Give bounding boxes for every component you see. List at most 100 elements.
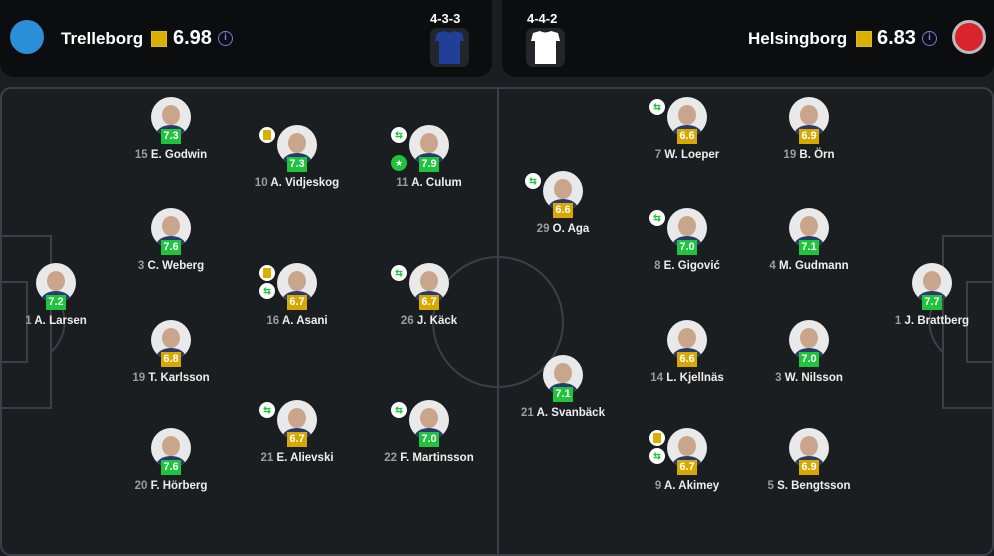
player-rating: 7.0 — [799, 352, 819, 367]
player-number: 10 — [254, 177, 268, 189]
substitution-icon: ⇆ — [391, 127, 407, 143]
player-number: 9 — [654, 480, 662, 492]
player-name-text: B. Örn — [799, 149, 835, 161]
player-name[interactable]: 1 J. Brattberg — [862, 315, 994, 327]
player-name[interactable]: 3 C. Weberg — [101, 260, 241, 272]
player-name-text: L. Kjellnäs — [666, 372, 724, 384]
player-number: 4 — [769, 260, 776, 272]
helsingborg-logo — [952, 20, 986, 54]
player-rating: 6.7 — [287, 432, 307, 447]
player-rating: 7.1 — [799, 240, 819, 255]
player-number: 1 — [25, 315, 32, 327]
home-team-name[interactable]: Trelleborg — [61, 29, 144, 48]
substitution-icon: ⇆ — [649, 448, 665, 464]
player-name-text: F. Martinsson — [400, 452, 474, 464]
player-name-text: A. Svanbäck — [536, 407, 605, 419]
substitution-icon: ⇆ — [649, 210, 665, 226]
player-rating: 7.9 — [419, 157, 439, 172]
substitution-icon: ⇆ — [391, 402, 407, 418]
player-number: 3 — [775, 372, 782, 384]
player-name-text: A. Larsen — [34, 315, 87, 327]
substitution-icon: ⇆ — [259, 402, 275, 418]
info-icon[interactable]: i — [218, 31, 233, 46]
player-number: 21 — [521, 407, 534, 419]
yellow-card-icon — [259, 265, 275, 281]
player-name-text: J. Käck — [416, 315, 458, 327]
player-rating: 7.3 — [161, 129, 181, 144]
player-name[interactable]: 4 M. Gudmann — [739, 260, 879, 272]
player-rating: 6.7 — [677, 460, 697, 475]
player-name[interactable]: 19 B. Örn — [739, 149, 879, 161]
player-name-text: S. Bengtsson — [777, 480, 851, 492]
player-name[interactable]: 14 L. Kjellnäs — [617, 372, 757, 384]
player-name-text: A. Asani — [281, 315, 328, 327]
player-name-text: W. Nilsson — [784, 372, 843, 384]
player-rating: 6.7 — [419, 295, 439, 310]
away-formation: 4-4-2 — [527, 11, 558, 26]
player-name[interactable]: 10 A. Vidjeskog — [227, 177, 367, 189]
player-name-text: E. Gigović — [663, 260, 720, 272]
player-name[interactable]: 3 W. Nilsson — [739, 372, 879, 384]
rating-square-icon — [856, 31, 872, 47]
player-name[interactable]: 7 W. Loeper — [617, 149, 757, 161]
away-team-rating: 6.83 — [877, 27, 916, 49]
player-number: 7 — [654, 149, 662, 161]
substitution-icon: ⇆ — [525, 173, 541, 189]
player-name[interactable]: 8 E. Gigović — [617, 260, 757, 272]
home-team-header: Trelleborg 6.98 i 4-3-3 — [0, 0, 492, 77]
player-number: 19 — [783, 149, 797, 161]
substitution-icon: ⇆ — [391, 265, 407, 281]
player-name[interactable]: 26 J. Käck — [359, 315, 499, 327]
player-number: 15 — [134, 149, 148, 161]
substitution-icon: ⇆ — [649, 99, 665, 115]
player-number: 3 — [137, 260, 145, 272]
player-number: 14 — [650, 372, 664, 384]
star-icon: ★ — [391, 155, 407, 171]
rating-square-icon — [151, 31, 167, 47]
player-name[interactable]: 19 T. Karlsson — [101, 372, 241, 384]
player-rating: 6.8 — [161, 352, 181, 367]
player-name-text: M. Gudmann — [778, 260, 849, 272]
player-name-text: O. Aga — [552, 223, 590, 235]
player-name[interactable]: 9 A. Akimey — [617, 480, 757, 492]
player-rating: 7.0 — [677, 240, 697, 255]
player-rating: 6.6 — [677, 129, 697, 144]
player-name-text: E. Godwin — [150, 149, 208, 161]
trelleborg-logo — [10, 20, 44, 54]
player-number: 8 — [654, 260, 661, 272]
player-name[interactable]: 16 A. Asani — [227, 315, 367, 327]
player-name[interactable]: 11 A. Culum — [359, 177, 499, 189]
player-name-text: A. Vidjeskog — [270, 177, 340, 189]
player-number: 26 — [400, 315, 414, 327]
player-name[interactable]: 22 F. Martinsson — [359, 452, 499, 464]
player-number: 1 — [894, 315, 902, 327]
player-name[interactable]: 15 E. Godwin — [101, 149, 241, 161]
player-number: 22 — [384, 452, 398, 464]
player-rating: 7.1 — [553, 387, 573, 402]
player-name-text: F. Hörberg — [150, 480, 208, 492]
player-name[interactable]: 29 O. Aga — [493, 223, 633, 235]
player-rating: 7.3 — [287, 157, 307, 172]
player-name-text: J. Brattberg — [904, 315, 970, 327]
player-name[interactable]: 1 A. Larsen — [0, 315, 126, 327]
home-formation: 4-3-3 — [430, 11, 461, 26]
player-name-text: A. Akimey — [664, 480, 720, 492]
player-name-text: T. Karlsson — [148, 372, 210, 384]
player-number: 21 — [260, 452, 274, 464]
player-rating: 7.6 — [161, 460, 181, 475]
away-team-name[interactable]: Helsingborg — [748, 29, 848, 48]
player-rating: 6.7 — [287, 295, 307, 310]
player-rating: 7.0 — [419, 432, 439, 447]
player-name[interactable]: 21 E. Alievski — [227, 452, 367, 464]
yellow-card-icon — [259, 127, 275, 143]
player-rating: 6.6 — [553, 203, 573, 218]
info-icon[interactable]: i — [922, 31, 937, 46]
player-name[interactable]: 20 F. Hörberg — [101, 480, 241, 492]
away-team-header: 4-4-2 Helsingborg 6.83 i — [502, 0, 994, 77]
player-rating: 7.6 — [161, 240, 181, 255]
player-name[interactable]: 21 A. Svanbäck — [493, 407, 633, 419]
player-name-text: E. Alievski — [276, 452, 334, 464]
player-avatar[interactable] — [277, 263, 317, 303]
player-name-text: C. Weberg — [147, 260, 205, 272]
player-name[interactable]: 5 S. Bengtsson — [739, 480, 879, 492]
